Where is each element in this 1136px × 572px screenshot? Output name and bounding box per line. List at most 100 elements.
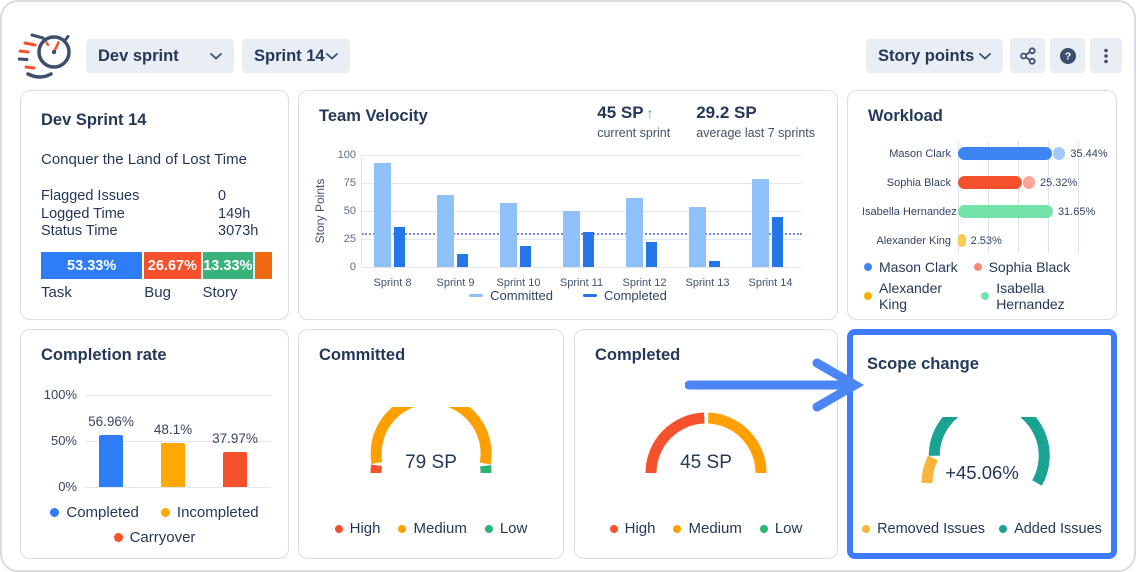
legend-label: Carryover bbox=[129, 529, 196, 546]
legend-item[interactable]: High bbox=[334, 520, 380, 537]
legend-label: Mason Clark bbox=[879, 259, 958, 275]
legend-dot-icon bbox=[113, 533, 123, 542]
legend-item[interactable]: Carryover bbox=[113, 529, 196, 546]
gridline bbox=[362, 182, 802, 184]
assignee-name: Isabella Hernandez bbox=[862, 205, 957, 218]
legend-row: Removed Issues Added Issues bbox=[853, 521, 1111, 537]
completed-legend: High Medium Low bbox=[575, 520, 837, 537]
legend-item[interactable]: Isabella Hernandez bbox=[981, 280, 1106, 312]
workload-legend: Mason Clark Sophia Black Alexander King Isa… bbox=[864, 259, 1106, 317]
legend-label: Removed Issues bbox=[877, 521, 986, 537]
board-dropdown[interactable]: Dev sprint bbox=[86, 39, 234, 73]
legend-item[interactable]: Committed bbox=[469, 288, 553, 303]
completed-card-title: Completed bbox=[595, 346, 681, 364]
legend-label: Low bbox=[499, 520, 528, 537]
bar-group bbox=[362, 155, 425, 267]
sprint-dropdown[interactable]: Sprint 14 bbox=[242, 39, 350, 73]
question-mark-icon: ? bbox=[1059, 47, 1076, 64]
legend-item[interactable]: Low bbox=[759, 520, 802, 537]
legend-item[interactable]: Medium bbox=[673, 520, 742, 537]
gridline bbox=[988, 141, 989, 253]
committed-legend: High Medium Low bbox=[299, 520, 563, 537]
legend-label: Added Issues bbox=[1014, 521, 1102, 537]
distribution-segment: 53.33% bbox=[41, 252, 143, 279]
unit-dropdown[interactable]: Story points bbox=[866, 39, 1003, 73]
legend-dot-icon bbox=[864, 292, 872, 300]
legend-item[interactable]: Removed Issues bbox=[862, 521, 985, 537]
x-tick-label: Sprint 12 bbox=[622, 277, 667, 289]
scope-gauge-value: +45.06% bbox=[945, 462, 1019, 483]
scope-card-title: Scope change bbox=[867, 355, 979, 373]
completed-gauge-value: 45 SP bbox=[680, 452, 732, 473]
committed-bar bbox=[374, 162, 391, 267]
legend-item[interactable]: Sophia Black bbox=[973, 259, 1071, 275]
distribution-segment: 13.33% bbox=[202, 252, 254, 279]
bar-group bbox=[551, 155, 614, 267]
legend-row: Mason Clark Sophia Black bbox=[864, 259, 1106, 275]
x-tick-label: Sprint 11 bbox=[559, 277, 604, 289]
workload-card-title: Workload bbox=[868, 107, 943, 125]
legend-row: High Medium Low bbox=[299, 520, 563, 537]
workload-bar-tip bbox=[1022, 176, 1035, 189]
average-caption: average last 7 sprints bbox=[696, 126, 815, 140]
legend-dot-icon bbox=[999, 525, 1008, 533]
sprint-stats: Flagged Issues 0 Logged Time 149h Status… bbox=[41, 188, 270, 241]
issue-distribution-labels: Task Bug Story bbox=[41, 284, 272, 301]
velocity-plot: 0 25 50 75 100 bbox=[338, 149, 802, 273]
distribution-label bbox=[255, 284, 272, 301]
stat-row: Status Time 3073h bbox=[41, 223, 270, 240]
legend-label: Committed bbox=[490, 288, 553, 303]
workload-row: Isabella Hernandez 31.65% bbox=[862, 197, 1106, 226]
velocity-x-labels: Sprint 8 Sprint 9 Sprint 10 Sprint 11 Sprint… bbox=[361, 273, 802, 289]
legend-item[interactable]: Added Issues bbox=[999, 521, 1102, 537]
workload-card: Workload Mason Clark 35.44% Sophia Black 25… bbox=[847, 90, 1117, 320]
legend-dot-icon bbox=[981, 292, 990, 300]
legend-item[interactable]: High bbox=[609, 520, 656, 537]
gridline bbox=[1048, 141, 1049, 253]
committed-bar bbox=[689, 206, 706, 267]
x-tick-label: Sprint 10 bbox=[496, 277, 541, 289]
legend-label: Sophia Black bbox=[988, 259, 1071, 275]
legend-item[interactable]: Incompleted bbox=[160, 504, 259, 521]
stat-label: Logged Time bbox=[41, 205, 125, 222]
workload-value: 25.32% bbox=[1039, 177, 1078, 189]
more-options-button[interactable] bbox=[1090, 38, 1122, 73]
legend-item[interactable]: Alexander King bbox=[864, 280, 965, 312]
committed-gauge: 79 SP bbox=[356, 393, 506, 481]
committed-card: Committed 79 SP High Medium Low bbox=[298, 329, 564, 559]
sprint-info-card: Dev Sprint 14 Conquer the Land of Lost T… bbox=[20, 90, 289, 320]
legend-row: Carryover bbox=[21, 529, 288, 546]
assignee-name: Mason Clark bbox=[889, 147, 951, 160]
help-button[interactable]: ? bbox=[1050, 38, 1085, 73]
unit-dropdown-label: Story points bbox=[878, 46, 975, 65]
legend-item[interactable]: Medium bbox=[398, 520, 467, 537]
committed-gauge-value: 79 SP bbox=[405, 452, 457, 473]
committed-bar bbox=[437, 195, 454, 267]
sprint-dropdown-label: Sprint 14 bbox=[254, 46, 325, 65]
gauge-segment bbox=[921, 455, 938, 484]
legend-item[interactable]: Completed bbox=[582, 288, 667, 303]
legend-item[interactable]: Mason Clark bbox=[864, 259, 958, 275]
average-line bbox=[362, 233, 802, 236]
legend-label: Completed bbox=[66, 504, 139, 521]
workload-bar-tip bbox=[1053, 147, 1066, 160]
gridline bbox=[1018, 141, 1019, 253]
bar-value-label: 37.97% bbox=[212, 431, 258, 447]
completed-bar bbox=[772, 216, 783, 267]
legend-dot-icon bbox=[484, 524, 493, 533]
y-tick-label: 50 bbox=[343, 205, 356, 217]
distribution-label: Task bbox=[41, 284, 72, 301]
svg-text:?: ? bbox=[1064, 50, 1070, 62]
share-button[interactable] bbox=[1010, 38, 1045, 73]
scope-change-card: Scope change +45.06% Removed Issues Added… bbox=[847, 329, 1117, 559]
legend-label: High bbox=[624, 520, 656, 537]
legend-item[interactable]: Low bbox=[484, 520, 528, 537]
distribution-label: Bug bbox=[144, 284, 171, 301]
legend-dot-icon bbox=[398, 524, 407, 533]
legend-item[interactable]: Completed bbox=[50, 504, 139, 521]
gauge-segment bbox=[707, 412, 767, 474]
stat-row: Flagged Issues 0 bbox=[41, 188, 270, 205]
gauge-segment bbox=[645, 412, 705, 474]
gridline bbox=[958, 141, 959, 253]
